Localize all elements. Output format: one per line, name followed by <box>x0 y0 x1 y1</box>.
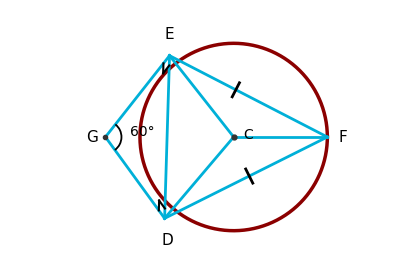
Text: C: C <box>244 127 253 142</box>
Text: 60°: 60° <box>130 125 155 139</box>
Text: G: G <box>86 130 98 144</box>
Text: F: F <box>339 130 347 144</box>
Text: E: E <box>165 27 174 42</box>
Text: D: D <box>161 233 173 248</box>
